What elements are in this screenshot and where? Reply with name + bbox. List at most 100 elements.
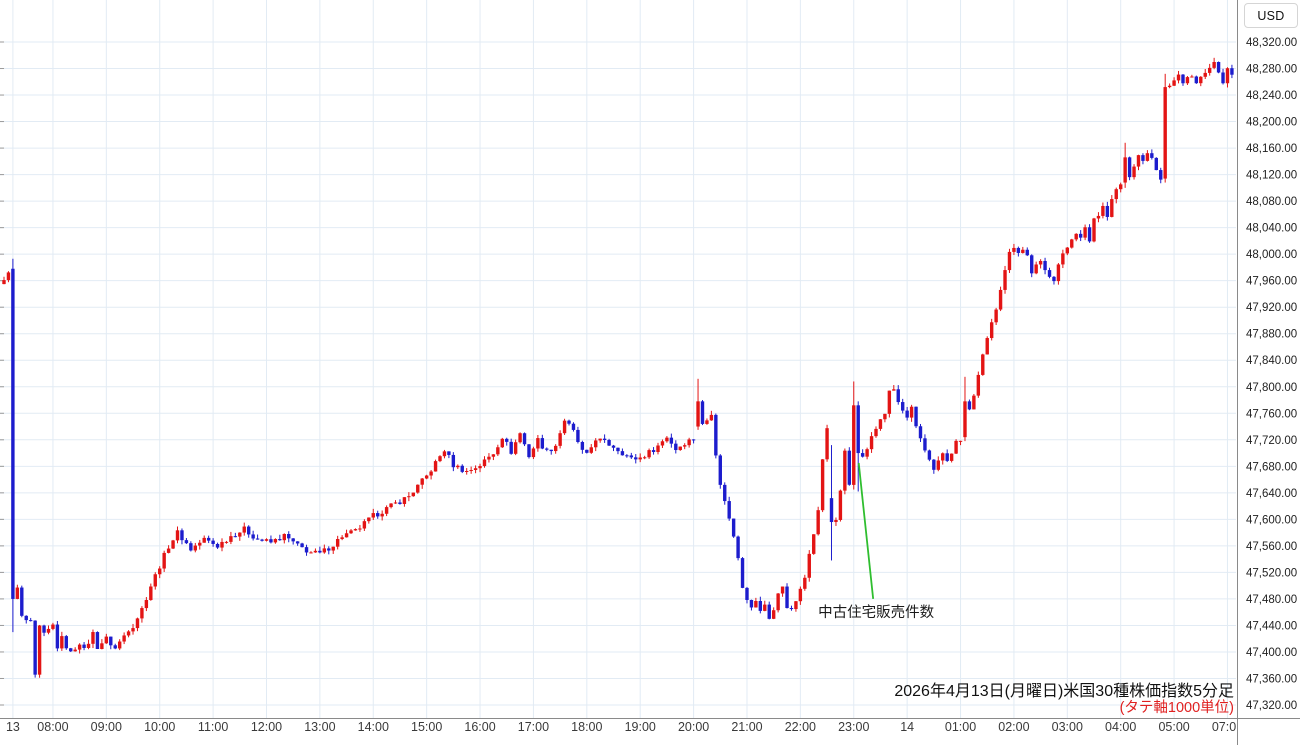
- x-axis-label: 13:00: [304, 720, 335, 734]
- candle-body: [634, 457, 638, 460]
- candle-body: [429, 471, 433, 476]
- candle-body: [1216, 61, 1221, 73]
- x-axis-label: 02:00: [998, 720, 1029, 734]
- candle-body: [905, 410, 909, 418]
- candle-body: [269, 539, 273, 543]
- grid-lines: [0, 0, 1236, 718]
- candle-body: [651, 450, 656, 452]
- y-axis-label: 47,400.00: [1246, 647, 1297, 659]
- candle-body: [60, 636, 64, 649]
- candle-body: [460, 465, 464, 472]
- candle-body: [874, 428, 878, 437]
- annotation-label: 中古住宅販売件数: [818, 604, 935, 621]
- candle-body: [669, 437, 674, 444]
- candle-body: [856, 405, 860, 454]
- x-axis-label: 17:00: [518, 720, 549, 734]
- y-axis-label: 48,120.00: [1246, 170, 1297, 182]
- candle-body: [407, 496, 411, 498]
- candle-body: [985, 338, 989, 355]
- candle-body: [771, 610, 776, 619]
- candle-body: [1038, 260, 1043, 265]
- candle-body: [1150, 153, 1154, 158]
- candle-body: [496, 447, 500, 455]
- y-axis-label: 48,280.00: [1246, 64, 1297, 76]
- candle-body: [255, 538, 260, 540]
- candle-body: [189, 543, 193, 551]
- y-axis-label: 48,160.00: [1246, 143, 1297, 155]
- candle-body: [598, 438, 602, 441]
- candle-body: [909, 406, 914, 418]
- x-axis-label: 19:00: [625, 720, 656, 734]
- candle-body: [331, 546, 335, 551]
- candle-body: [780, 586, 785, 594]
- candle-body: [73, 649, 77, 652]
- candle-body: [487, 456, 491, 460]
- candle-body: [367, 517, 371, 522]
- candle-body: [442, 451, 447, 457]
- candle-body: [860, 453, 865, 457]
- candle-body: [794, 601, 798, 610]
- candle-body: [51, 624, 55, 629]
- candle-body: [1012, 247, 1016, 252]
- candle-body: [1127, 157, 1132, 178]
- candle-body: [1154, 157, 1158, 171]
- x-axis-label: 18:00: [571, 720, 602, 734]
- candle-body: [473, 468, 478, 471]
- candle-body: [273, 539, 278, 543]
- candle-body: [803, 577, 807, 589]
- candle-body: [518, 433, 522, 443]
- candle-body: [585, 449, 589, 453]
- x-axis-label: 23:00: [838, 720, 869, 734]
- candle-body: [945, 453, 949, 461]
- candle-body: [616, 447, 620, 452]
- candle-body: [91, 632, 95, 644]
- y-axis-label: 47,480.00: [1246, 594, 1297, 606]
- candle-body: [981, 354, 985, 375]
- candle-body: [171, 540, 175, 549]
- x-axis-label: 09:00: [91, 720, 122, 734]
- candle-body: [932, 459, 936, 470]
- candle-body: [660, 441, 665, 446]
- candle-body: [1065, 247, 1070, 254]
- annotation-line-group: [857, 462, 875, 599]
- candle-body: [126, 631, 131, 636]
- candle-body: [963, 401, 967, 438]
- candle-body: [816, 510, 820, 535]
- candle-body: [1087, 227, 1092, 242]
- candle-body: [994, 309, 998, 323]
- candle-body: [1034, 264, 1038, 274]
- candle-body: [754, 601, 758, 608]
- candle-body: [371, 513, 375, 518]
- candle-body: [1110, 199, 1114, 217]
- x-axis-label: 12:00: [251, 720, 282, 734]
- candle-body: [113, 645, 117, 649]
- candle-body: [589, 447, 593, 453]
- candle-body: [109, 636, 113, 646]
- candle-body: [264, 539, 269, 541]
- candle-body: [77, 644, 82, 650]
- y-axis-label: 48,040.00: [1246, 223, 1297, 235]
- x-axis-label: 20:00: [678, 720, 709, 734]
- candle-body: [927, 450, 932, 460]
- candle-body: [1025, 249, 1029, 256]
- y-axis-label: 47,920.00: [1246, 302, 1297, 314]
- candle-body: [1159, 170, 1163, 180]
- candle-body: [1199, 76, 1203, 84]
- candle-body: [843, 450, 847, 491]
- candle-body: [380, 513, 384, 517]
- candle-body: [1141, 155, 1145, 161]
- candle-body: [100, 643, 104, 650]
- candle-body: [549, 449, 553, 452]
- candle-body: [424, 475, 429, 479]
- candle-body: [211, 540, 215, 544]
- edge-ticks: [0, 41, 4, 706]
- candle-body: [278, 539, 282, 541]
- x-axis-label: 13: [6, 720, 20, 734]
- candle-body: [402, 497, 407, 504]
- candle-body: [469, 470, 473, 472]
- candle-body: [536, 438, 540, 449]
- candle-body: [482, 459, 487, 467]
- candle-body: [865, 449, 869, 457]
- candle-body: [967, 401, 972, 410]
